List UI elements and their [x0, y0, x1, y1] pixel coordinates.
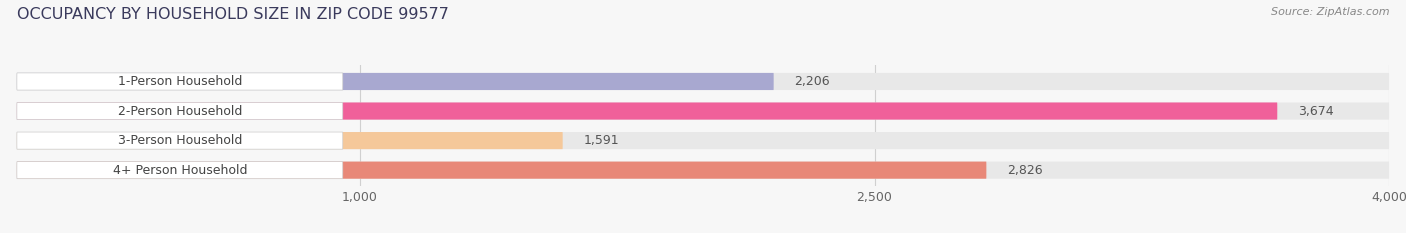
Text: Source: ZipAtlas.com: Source: ZipAtlas.com: [1271, 7, 1389, 17]
FancyBboxPatch shape: [17, 73, 773, 90]
FancyBboxPatch shape: [17, 161, 1389, 179]
Text: 3-Person Household: 3-Person Household: [118, 134, 242, 147]
FancyBboxPatch shape: [17, 103, 1389, 120]
Text: 2,206: 2,206: [794, 75, 830, 88]
FancyBboxPatch shape: [17, 103, 1277, 120]
FancyBboxPatch shape: [17, 132, 343, 149]
FancyBboxPatch shape: [17, 73, 343, 90]
Text: 2-Person Household: 2-Person Household: [118, 105, 242, 117]
Text: 2,826: 2,826: [1007, 164, 1043, 177]
Text: 1,591: 1,591: [583, 134, 619, 147]
FancyBboxPatch shape: [17, 132, 1389, 149]
FancyBboxPatch shape: [17, 73, 1389, 90]
FancyBboxPatch shape: [17, 161, 343, 179]
Text: 3,674: 3,674: [1298, 105, 1333, 117]
Text: OCCUPANCY BY HOUSEHOLD SIZE IN ZIP CODE 99577: OCCUPANCY BY HOUSEHOLD SIZE IN ZIP CODE …: [17, 7, 449, 22]
FancyBboxPatch shape: [17, 161, 987, 179]
Text: 4+ Person Household: 4+ Person Household: [112, 164, 247, 177]
FancyBboxPatch shape: [17, 132, 562, 149]
FancyBboxPatch shape: [17, 103, 343, 120]
Text: 1-Person Household: 1-Person Household: [118, 75, 242, 88]
